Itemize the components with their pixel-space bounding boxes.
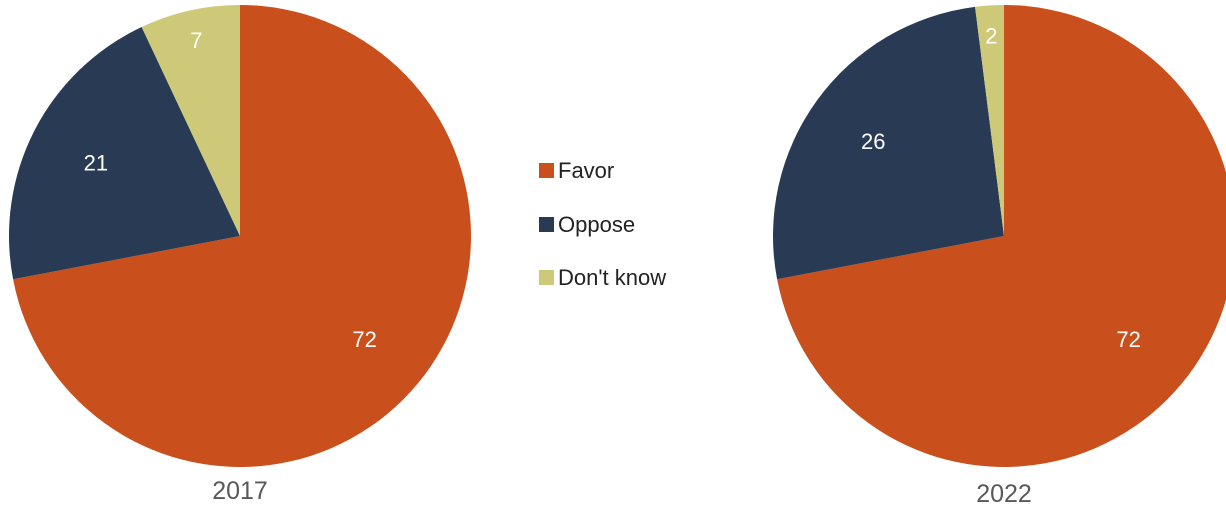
legend-label-dont-know: Don't know (558, 265, 666, 290)
legend-item-dont-know: Don't know (539, 265, 666, 290)
legend-swatch-favor (539, 163, 554, 178)
data-label-dont-know-2017: 7 (190, 28, 202, 53)
legend-label-favor: Favor (558, 158, 614, 183)
legend-item-favor: Favor (539, 158, 614, 183)
data-label-oppose-2022: 26 (861, 129, 885, 154)
pie-chart-2022: 72 26 2 (772, 5, 1226, 467)
pie-slice-dont-know-2017 (141, 4, 240, 236)
pie-slice-oppose-2022 (772, 6, 1004, 280)
legend-label-oppose: Oppose (558, 212, 635, 237)
pie-slice-oppose-2017 (8, 26, 241, 280)
data-label-dont-know-2022: 2 (985, 23, 997, 48)
pie-slice-favor-2017 (13, 5, 471, 468)
data-label-favor-2017: 72 (352, 327, 376, 352)
pie-caption-2017: 2017 (212, 477, 268, 505)
pie-chart-2017: 72 21 7 (8, 4, 471, 468)
legend: Favor Oppose Don't know (539, 158, 666, 290)
pie-caption-2022: 2022 (976, 480, 1032, 507)
legend-swatch-oppose (539, 217, 554, 232)
data-label-favor-2022: 72 (1116, 327, 1140, 352)
data-label-oppose-2017: 21 (84, 151, 108, 176)
legend-item-oppose: Oppose (539, 212, 635, 237)
legend-swatch-dont-know (539, 270, 554, 285)
pie-slice-dont-know-2022 (975, 5, 1004, 236)
pie-slice-favor-2022 (777, 5, 1226, 467)
